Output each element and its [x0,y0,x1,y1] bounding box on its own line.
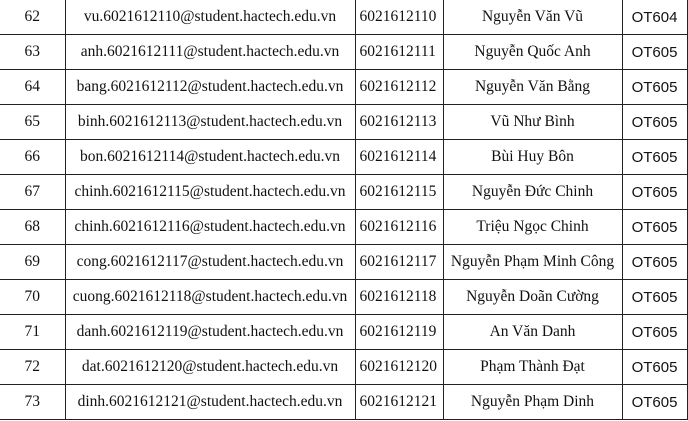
email-cell: danh.6021612119@student.hactech.edu.vn [65,314,356,350]
table-row: 62 vu.6021612110@student.hactech.edu.vn 60… [0,0,688,35]
row-number: 62 [0,0,66,35]
student-id-cell: 6021612116 [355,209,444,245]
name-cell: Phạm Thành Đạt [443,349,623,385]
student-id-cell: 6021612117 [355,244,444,280]
email-cell: chinh.6021612116@student.hactech.edu.vn [65,209,356,245]
table-row: 70 cuong.6021612118@student.hactech.edu.v… [0,279,688,315]
class-cell: OT605 [622,314,688,350]
email-cell: bon.6021612114@student.hactech.edu.vn [65,139,356,175]
class-cell: OT605 [622,69,688,105]
table-row: 73 dinh.6021612121@student.hactech.edu.vn… [0,384,688,420]
row-number: 64 [0,69,66,105]
row-number: 72 [0,349,66,385]
email-cell: dat.6021612120@student.hactech.edu.vn [65,349,356,385]
email-cell: binh.6021612113@student.hactech.edu.vn [65,104,356,140]
table-row: 69 cong.6021612117@student.hactech.edu.vn… [0,244,688,280]
name-cell: Nguyễn Phạm Minh Công [443,244,623,280]
class-cell: OT605 [622,349,688,385]
row-number: 70 [0,279,66,315]
email-cell: bang.6021612112@student.hactech.edu.vn [65,69,356,105]
name-cell: Triệu Ngọc Chinh [443,209,623,245]
email-cell: chinh.6021612115@student.hactech.edu.vn [65,174,356,210]
name-cell: An Văn Danh [443,314,623,350]
table-row: 65 binh.6021612113@student.hactech.edu.vn… [0,104,688,140]
table-row: 72 dat.6021612120@student.hactech.edu.vn 6… [0,349,688,385]
student-id-cell: 6021612110 [355,0,444,35]
name-cell: Vũ Như Bình [443,104,623,140]
class-cell: OT605 [622,174,688,210]
student-id-cell: 6021612115 [355,174,444,210]
student-id-cell: 6021612112 [355,69,444,105]
name-cell: Nguyễn Doãn Cường [443,279,623,315]
email-cell: vu.6021612110@student.hactech.edu.vn [65,0,356,35]
email-cell: cuong.6021612118@student.hactech.edu.vn [65,279,356,315]
row-number: 73 [0,384,66,420]
class-cell: OT605 [622,209,688,245]
row-number: 63 [0,34,66,70]
name-cell: Nguyễn Quốc Anh [443,34,623,70]
email-cell: dinh.6021612121@student.hactech.edu.vn [65,384,356,420]
class-cell: OT605 [622,244,688,280]
table-row: 66 bon.6021612114@student.hactech.edu.vn 6… [0,139,688,175]
email-cell: cong.6021612117@student.hactech.edu.vn [65,244,356,280]
table-row: 67 chinh.6021612115@student.hactech.edu.v… [0,174,688,210]
name-cell: Nguyễn Đức Chinh [443,174,623,210]
student-id-cell: 6021612121 [355,384,444,420]
row-number: 65 [0,104,66,140]
class-cell: OT604 [622,0,688,35]
row-number: 66 [0,139,66,175]
student-id-cell: 6021612118 [355,279,444,315]
table-row: 63 anh.6021612111@student.hactech.edu.vn 6… [0,34,688,70]
class-cell: OT605 [622,279,688,315]
email-cell: anh.6021612111@student.hactech.edu.vn [65,34,356,70]
table-row: 64 bang.6021612112@student.hactech.edu.vn… [0,69,688,105]
row-number: 67 [0,174,66,210]
student-id-cell: 6021612114 [355,139,444,175]
class-cell: OT605 [622,384,688,420]
row-number: 68 [0,209,66,245]
class-cell: OT605 [622,139,688,175]
student-id-cell: 6021612120 [355,349,444,385]
row-number: 69 [0,244,66,280]
name-cell: Bùi Huy Bôn [443,139,623,175]
name-cell: Nguyễn Văn Bằng [443,69,623,105]
student-id-cell: 6021612113 [355,104,444,140]
name-cell: Nguyễn Văn Vũ [443,0,623,35]
table-row: 68 chinh.6021612116@student.hactech.edu.v… [0,209,688,245]
student-id-cell: 6021612111 [355,34,444,70]
class-cell: OT605 [622,34,688,70]
class-cell: OT605 [622,104,688,140]
table-row: 71 danh.6021612119@student.hactech.edu.vn… [0,314,688,350]
name-cell: Nguyễn Phạm Dinh [443,384,623,420]
student-id-cell: 6021612119 [355,314,444,350]
row-number: 71 [0,314,66,350]
